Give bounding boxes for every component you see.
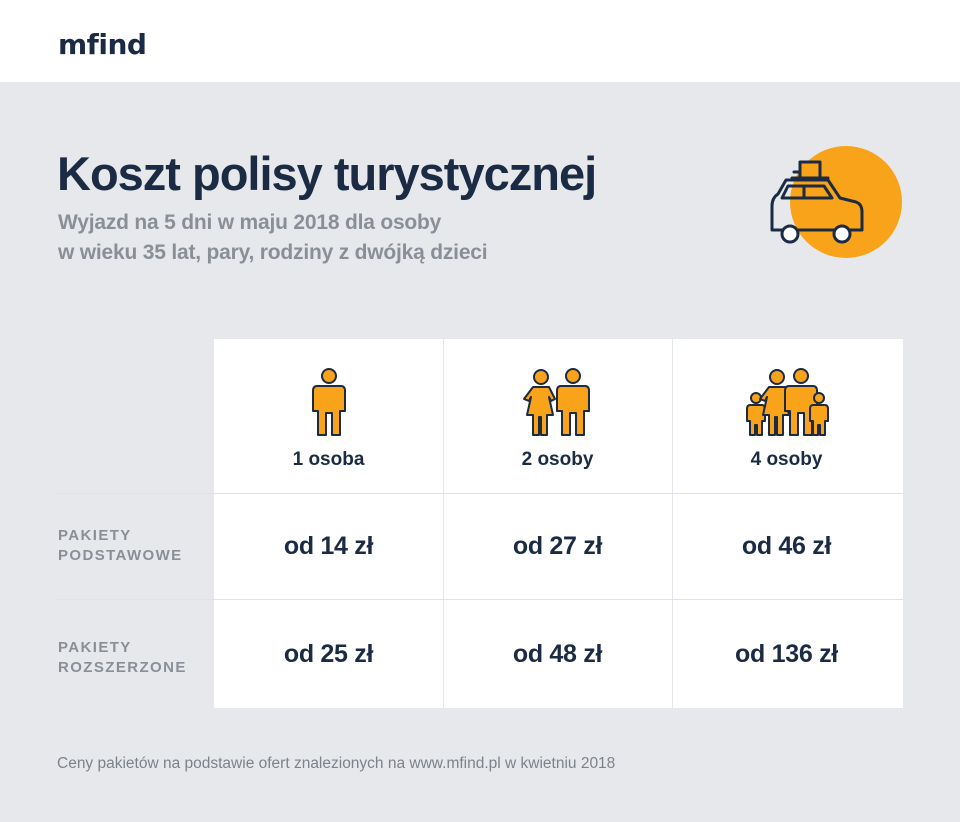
row-label-line: PODSTAWOWE [58,547,183,564]
column-header-4-persons: 4 osoby [672,339,901,493]
column-header-1-person: 1 osoba [214,339,443,493]
mfind-logo[interactable]: mfind [58,28,147,61]
car-with-luggage-icon [770,146,902,258]
price-cell: od 136 zł [735,640,838,668]
row-label-line: PAKIETY [58,639,132,656]
top-bar: mfind [0,0,960,82]
column-label: 2 osoby [521,449,594,470]
page-title: Koszt polisy turystycznej [57,147,597,200]
single-person-icon [311,368,346,436]
subtitle-line-2: w wieku 35 lat, pary, rodziny z dwójką d… [58,241,488,264]
row-label-basic: PAKIETY PODSTAWOWE [58,526,183,566]
price-cell: od 14 zł [283,532,374,560]
column-label: 4 osoby [750,449,823,470]
column-divider [672,339,673,708]
family-icon [745,368,829,436]
column-divider [443,339,444,708]
price-cell: od 27 zł [512,532,603,560]
row-divider [56,599,903,600]
row-label-line: PAKIETY [58,527,132,544]
subtitle-line-1: Wyjazd na 5 dni w maju 2018 dla osoby [58,211,442,234]
price-cell: od 46 zł [741,532,832,560]
row-label-line: ROZSZERZONE [58,659,187,676]
column-label: 1 osoba [292,449,365,470]
price-cell: od 25 zł [283,640,374,668]
row-divider [56,493,903,494]
row-label-extended: PAKIETY ROZSZERZONE [58,638,187,678]
column-header-2-persons: 2 osoby [443,339,672,493]
couple-icon [522,368,590,436]
page-subtitle: Wyjazd na 5 dni w maju 2018 dla osoby w … [58,208,488,268]
price-cell: od 48 zł [512,640,603,668]
source-footnote: Ceny pakietów na podstawie ofert znalezi… [57,755,616,772]
